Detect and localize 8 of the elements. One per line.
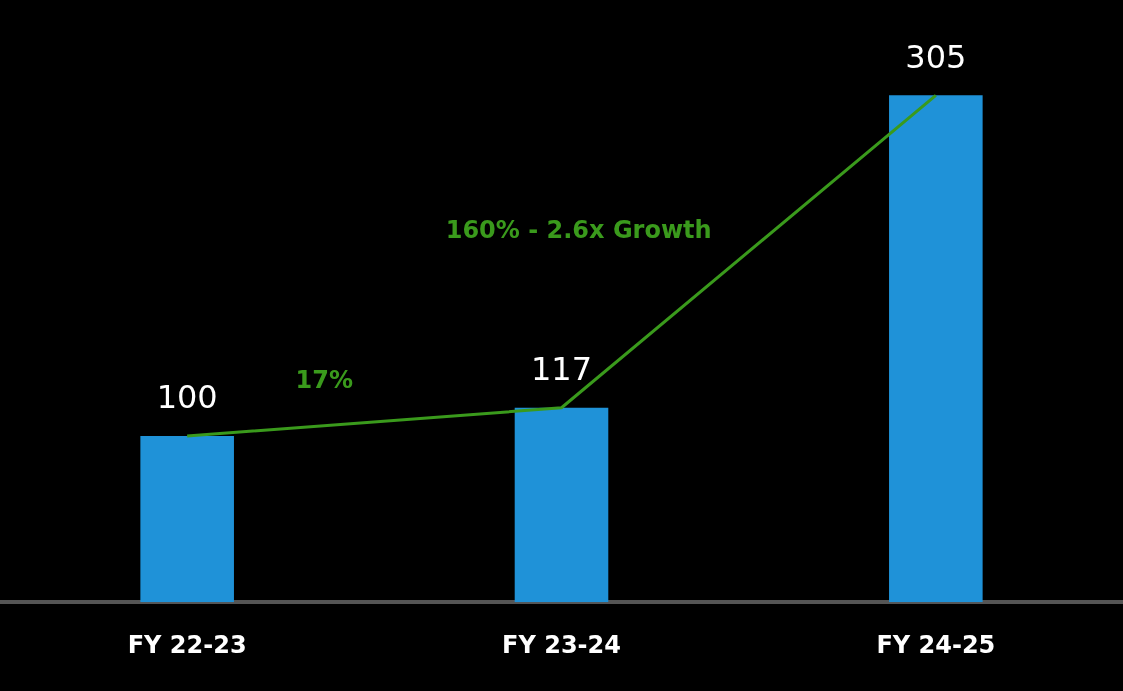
x-tick-label: FY 24-25 (876, 630, 996, 659)
data-label: 117 (530, 350, 593, 389)
annotation: 160% - 2.6x Growth (445, 215, 712, 244)
annotation: 17% (295, 366, 354, 395)
x-tick-label: FY 23-24 (502, 630, 621, 659)
data-label: 305 (905, 37, 967, 76)
data-label: 100 (156, 378, 218, 417)
x-tick-label: FY 22-23 (127, 630, 247, 659)
